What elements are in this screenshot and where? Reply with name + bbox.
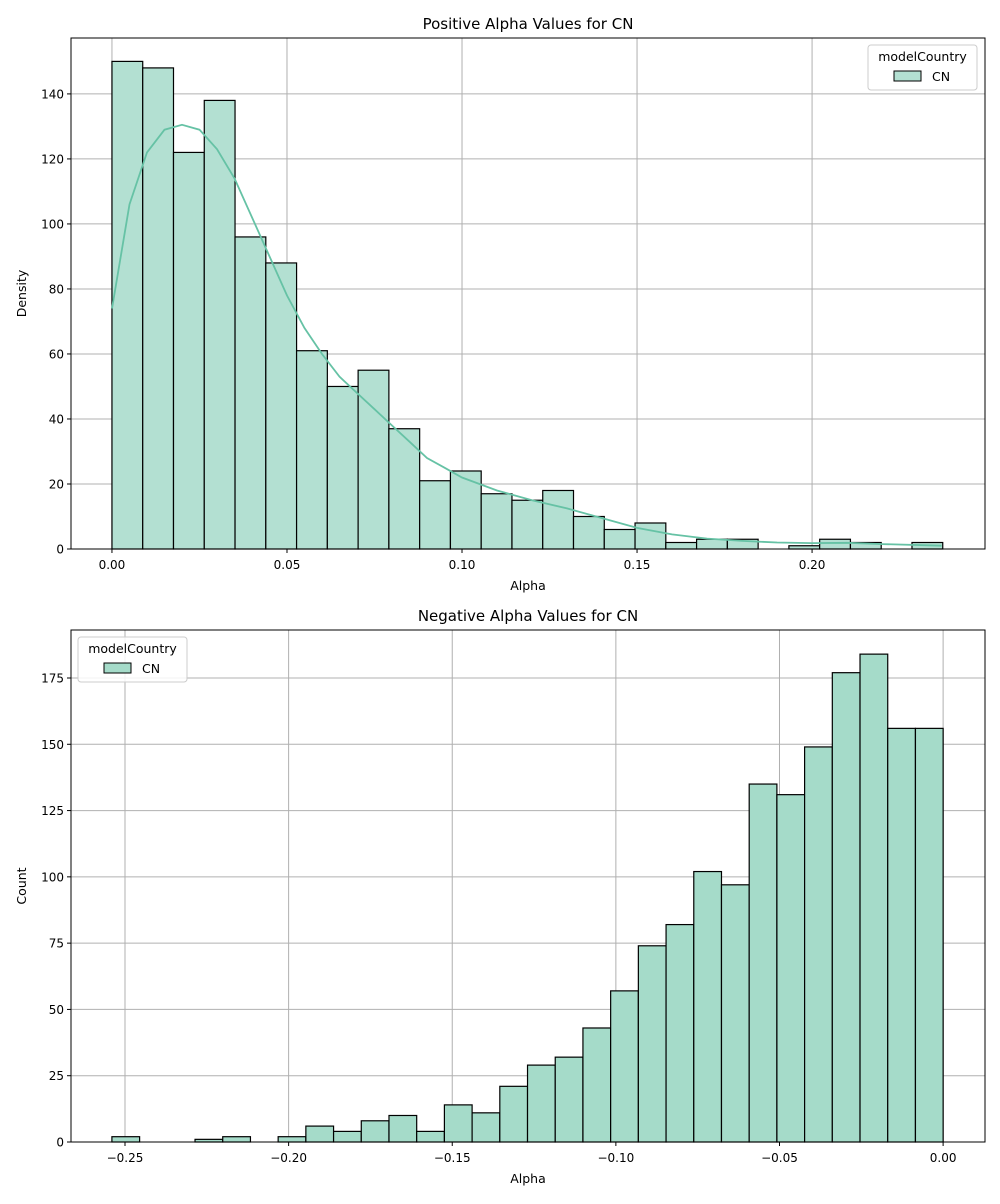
legend: modelCountry CN bbox=[77, 636, 188, 683]
y-tick-label: 75 bbox=[49, 937, 64, 951]
histogram-bar bbox=[234, 236, 267, 550]
histogram-bar bbox=[637, 945, 667, 1143]
histogram-bar bbox=[603, 528, 636, 550]
y-axis-label: Count bbox=[14, 867, 29, 904]
histogram-bar bbox=[222, 1136, 252, 1143]
legend-entry: CN bbox=[142, 661, 160, 676]
histogram-bar bbox=[572, 515, 605, 550]
histogram-bar bbox=[172, 151, 205, 550]
chart-negative: −0.25 −0.20 −0.15 −0.10 −0.05 0.00 0 25 50 75 100 1… bbox=[14, 607, 986, 1186]
legend: modelCountry CN bbox=[867, 44, 978, 91]
legend-swatch bbox=[893, 70, 922, 82]
histogram-bar bbox=[804, 746, 833, 1143]
x-tick-label: 0.00 bbox=[99, 558, 126, 572]
histogram-bar bbox=[582, 1027, 612, 1143]
y-tick-label: 0 bbox=[56, 1136, 64, 1150]
histogram-bar bbox=[332, 1130, 362, 1143]
x-tick-label: 0.10 bbox=[449, 558, 476, 572]
x-tick-label: −0.15 bbox=[434, 1151, 471, 1165]
histogram-bar bbox=[887, 727, 917, 1143]
x-tick-label: 0.00 bbox=[930, 1151, 957, 1165]
histogram-bar bbox=[693, 870, 723, 1143]
y-tick-label: 100 bbox=[41, 217, 64, 231]
x-axis-label: Alpha bbox=[510, 1171, 546, 1186]
histogram-bar bbox=[634, 522, 667, 550]
histogram-bar bbox=[416, 1130, 446, 1143]
histogram-bar bbox=[665, 923, 695, 1143]
histogram-bar bbox=[277, 1136, 307, 1143]
histogram-bar bbox=[819, 538, 852, 550]
histogram-bar bbox=[360, 1120, 390, 1143]
y-tick-label: 120 bbox=[41, 152, 64, 166]
x-tick-label: 0.20 bbox=[799, 558, 826, 572]
histogram-bar bbox=[326, 385, 359, 550]
chart-title: Positive Alpha Values for CN bbox=[423, 15, 634, 33]
y-tick-label: 40 bbox=[49, 412, 64, 426]
legend-entry: CN bbox=[932, 69, 950, 84]
histogram-bar bbox=[831, 672, 861, 1143]
histogram-bar bbox=[542, 489, 575, 550]
y-tick-label: 100 bbox=[41, 870, 64, 884]
histogram-bar bbox=[357, 369, 390, 550]
histogram-bar bbox=[554, 1056, 584, 1143]
x-tick-label: −0.20 bbox=[270, 1151, 307, 1165]
histogram-bar bbox=[480, 493, 513, 550]
y-tick-label: 50 bbox=[49, 1003, 64, 1017]
chart-title: Negative Alpha Values for CN bbox=[418, 607, 638, 625]
y-tick-label: 150 bbox=[41, 738, 64, 752]
y-tick-label: 140 bbox=[41, 87, 64, 101]
histogram-bar bbox=[720, 884, 750, 1143]
histogram-bar bbox=[449, 470, 482, 550]
histogram-bar bbox=[695, 538, 728, 550]
histogram-bar bbox=[665, 541, 698, 550]
y-tick-label: 60 bbox=[49, 347, 64, 361]
histogram-bar bbox=[748, 783, 778, 1143]
y-tick-label: 125 bbox=[41, 804, 64, 818]
histogram-bar bbox=[499, 1085, 529, 1143]
histogram-bar bbox=[526, 1064, 556, 1143]
x-tick-label: 0.15 bbox=[624, 558, 651, 572]
y-tick-label: 20 bbox=[49, 477, 64, 491]
histogram-bar bbox=[914, 727, 944, 1143]
x-tick-label: −0.05 bbox=[761, 1151, 798, 1165]
legend-title: modelCountry bbox=[88, 641, 177, 656]
histogram-bar bbox=[111, 60, 144, 550]
histogram-bar bbox=[295, 350, 328, 550]
histogram-bar bbox=[111, 1136, 141, 1143]
histogram-bar bbox=[142, 67, 175, 550]
histogram-bar bbox=[471, 1112, 501, 1143]
y-tick-label: 0 bbox=[56, 543, 64, 557]
legend-title: modelCountry bbox=[878, 49, 967, 64]
x-axis-label: Alpha bbox=[510, 578, 546, 593]
histogram-bar bbox=[305, 1125, 335, 1143]
chart-positive: 0.00 0.05 0.10 0.15 0.20 0 20 40 60 80 100 120 140 Po… bbox=[14, 15, 986, 593]
histogram-bar bbox=[443, 1104, 473, 1143]
histogram-bar bbox=[610, 990, 639, 1143]
axes-frame bbox=[70, 37, 986, 550]
x-tick-label: 0.05 bbox=[274, 558, 301, 572]
y-axis-label: Density bbox=[14, 269, 29, 317]
histogram-bar bbox=[419, 480, 452, 550]
x-tick-label: −0.25 bbox=[107, 1151, 144, 1165]
kde-line bbox=[111, 123, 942, 547]
histogram-bar bbox=[511, 499, 544, 550]
histogram-bar bbox=[203, 99, 236, 550]
histogram-bar bbox=[776, 794, 806, 1143]
x-tick-label: −0.10 bbox=[597, 1151, 634, 1165]
legend-swatch bbox=[103, 662, 132, 674]
histogram-bar bbox=[859, 653, 889, 1143]
histogram-bar bbox=[388, 1114, 418, 1143]
y-tick-label: 80 bbox=[49, 282, 64, 296]
axes-frame bbox=[70, 629, 986, 1143]
y-tick-label: 175 bbox=[41, 671, 64, 685]
y-tick-label: 25 bbox=[49, 1069, 64, 1083]
